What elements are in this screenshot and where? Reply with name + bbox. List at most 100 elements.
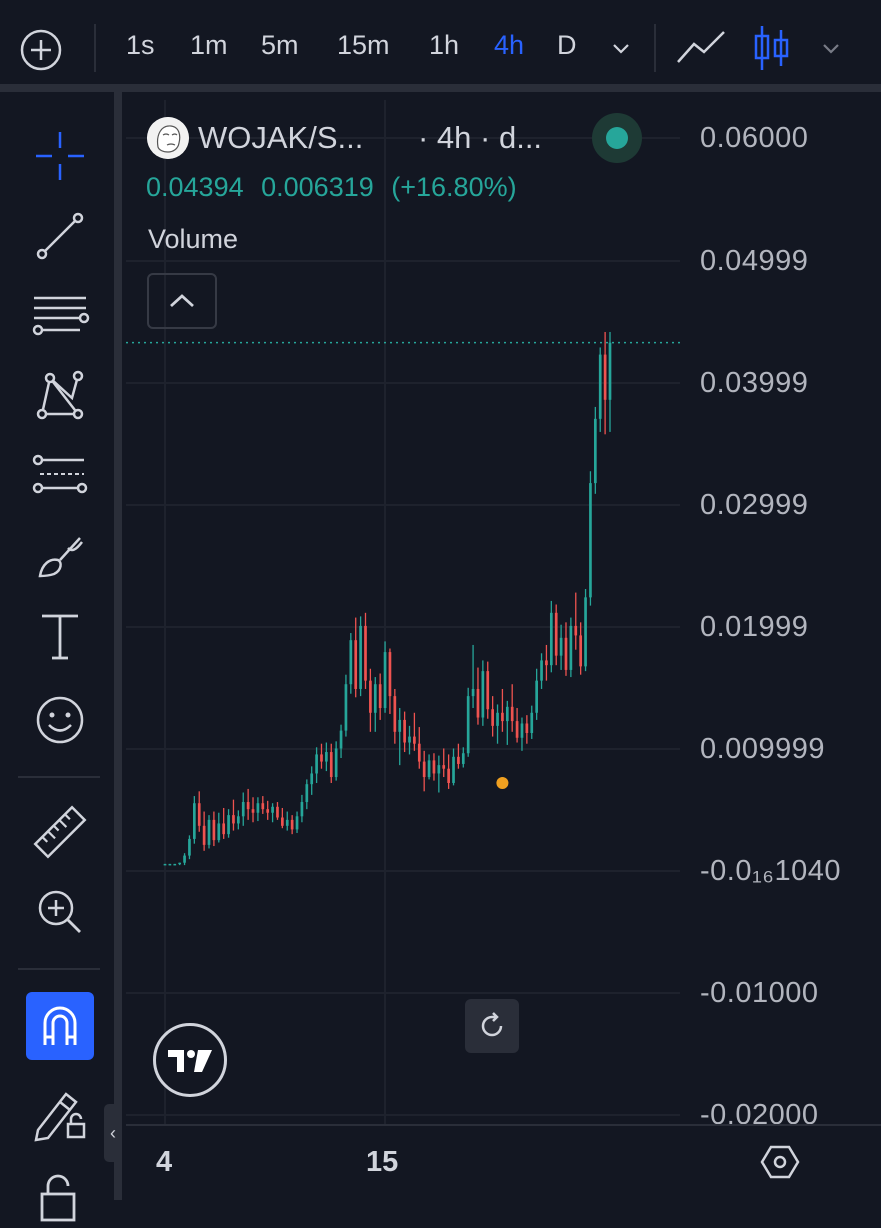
candle-body — [491, 709, 494, 726]
candle-body — [559, 637, 563, 656]
candle-body — [515, 721, 519, 738]
candle-body — [173, 863, 177, 866]
candle-body — [295, 816, 299, 830]
chart-settings-button[interactable] — [760, 1142, 800, 1182]
candle-body — [481, 671, 485, 718]
last-price: 0.04394 — [146, 172, 244, 202]
brush-icon — [38, 537, 83, 578]
candle-body — [251, 809, 255, 813]
time-axis[interactable] — [126, 1124, 881, 1202]
status-dot — [606, 127, 628, 149]
price-axis-label: 0.02999 — [700, 489, 809, 521]
candle-body — [393, 696, 397, 732]
candle-body — [471, 688, 475, 697]
forecast-icon — [32, 454, 88, 494]
candle-body — [354, 640, 358, 689]
change-absolute: 0.006319 — [261, 172, 374, 202]
measure-tool[interactable] — [26, 798, 94, 866]
candle-body — [432, 760, 436, 774]
candle-body — [349, 640, 353, 685]
candle-body — [457, 756, 460, 764]
text-tool[interactable] — [26, 602, 94, 670]
candlestick-icon — [754, 26, 789, 70]
trend-line-tool[interactable] — [26, 202, 94, 270]
smiley-icon — [36, 696, 84, 744]
timeframe-1m[interactable]: 1m — [190, 30, 228, 60]
lock-drawings-button[interactable] — [26, 1080, 94, 1148]
hide-drawings-button[interactable] — [26, 1160, 94, 1228]
tv-logo-icon — [168, 1050, 212, 1072]
price-axis-label: 0.03999 — [700, 367, 809, 399]
pencil-lock-icon — [34, 1092, 86, 1142]
candle-body — [510, 706, 514, 722]
timeframe-15m[interactable]: 15m — [337, 30, 390, 60]
market-status-indicator[interactable] — [592, 113, 642, 163]
candle-body — [574, 625, 578, 636]
candle-body — [545, 660, 548, 666]
emoji-tool[interactable] — [26, 686, 94, 754]
pattern-tool[interactable] — [26, 362, 94, 430]
drawing-toolbar — [0, 92, 122, 1222]
volume-indicator-label[interactable]: Volume — [148, 224, 239, 254]
price-chart[interactable] — [126, 100, 881, 1124]
magnet-mode-button[interactable] — [26, 992, 94, 1060]
tradingview-logo[interactable] — [153, 1023, 227, 1097]
candle-body — [334, 748, 338, 778]
toolbar-collapse-tab[interactable]: ‹ — [104, 1104, 122, 1162]
timeframe-5m[interactable]: 5m — [261, 30, 299, 60]
toolbar-divider — [654, 24, 656, 72]
add-symbol-button[interactable] — [18, 27, 64, 73]
time-axis-label: 4 — [156, 1146, 173, 1178]
line-chart-button[interactable] — [676, 28, 728, 68]
reset-chart-button[interactable] — [465, 999, 519, 1053]
timeframe-4h[interactable]: 4h — [494, 30, 525, 60]
pattern-icon — [36, 370, 84, 420]
candle-body — [413, 736, 416, 744]
timeframe-1s[interactable]: 1s — [126, 30, 155, 60]
candle-body — [447, 768, 450, 783]
magnet-icon — [43, 1006, 77, 1045]
price-axis-label: 0.04999 — [700, 245, 809, 277]
candle-body — [344, 684, 348, 731]
forecast-tool[interactable] — [26, 442, 94, 510]
candle-body — [325, 752, 328, 762]
price-axis-label: -0.0₁₆1040 — [700, 855, 841, 887]
settings-hexagon-icon — [760, 1145, 800, 1179]
toolbar-divider — [18, 776, 100, 778]
timeframe-dropdown[interactable] — [610, 38, 632, 60]
candle-body — [535, 680, 538, 713]
candle-body — [584, 597, 587, 667]
timeframe-d[interactable]: D — [557, 30, 577, 60]
candle-body — [271, 806, 274, 813]
candle-body — [589, 483, 592, 598]
fib-retracement-tool[interactable] — [26, 282, 94, 350]
candles-chart-button[interactable] — [752, 24, 792, 72]
top-toolbar: 1s 1m 5m 15m 1h 4h D — [0, 0, 881, 92]
legend-collapse-button[interactable] — [147, 273, 217, 329]
chevron-up-icon — [170, 294, 194, 308]
symbol-name[interactable]: WOJAK/S... — [198, 120, 364, 155]
candle-body — [359, 625, 362, 689]
crosshair-tool[interactable] — [26, 122, 94, 190]
candle-body — [549, 612, 553, 666]
candle-body — [256, 803, 260, 813]
zoom-in-tool[interactable] — [26, 878, 94, 946]
candle-body — [281, 817, 284, 826]
candle-body — [300, 802, 304, 817]
candle-body — [603, 354, 607, 400]
timeframe-1h[interactable]: 1h — [429, 30, 460, 60]
candle-body — [505, 706, 509, 722]
chart-type-dropdown[interactable] — [820, 38, 842, 60]
price-axis-label: 0.01999 — [700, 611, 809, 643]
candle-body — [227, 815, 230, 835]
candle-body — [408, 736, 411, 743]
symbol-avatar — [147, 117, 189, 159]
interval-info: · 4h · d... — [418, 120, 543, 155]
candle-body — [388, 652, 392, 697]
event-marker — [496, 776, 509, 789]
candle-body — [564, 637, 568, 670]
brush-tool[interactable] — [26, 522, 94, 590]
wojak-face-icon — [147, 117, 189, 159]
chevron-down-icon — [823, 44, 839, 54]
candle-body — [369, 680, 372, 713]
